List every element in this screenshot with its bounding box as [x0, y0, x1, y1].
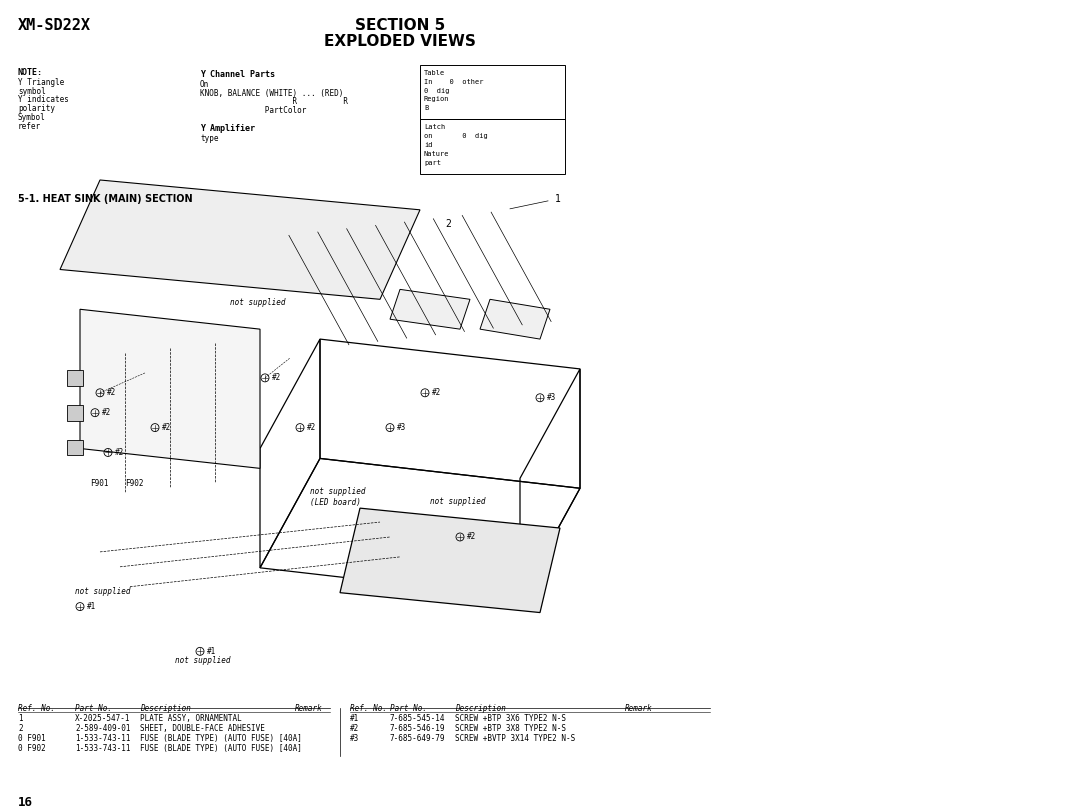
- Text: In    0  other: In 0 other: [424, 79, 484, 84]
- Text: Y Triangle: Y Triangle: [18, 78, 64, 87]
- Text: 0 F901: 0 F901: [18, 734, 45, 743]
- Text: #2: #2: [432, 388, 442, 397]
- Text: Y Channel Parts: Y Channel Parts: [200, 70, 275, 79]
- Text: 1-533-743-11: 1-533-743-11: [75, 734, 131, 743]
- Text: KNOB, BALANCE (WHITE) ... (RED): KNOB, BALANCE (WHITE) ... (RED): [200, 88, 343, 97]
- Text: B: B: [424, 105, 429, 111]
- Text: Symbol: Symbol: [18, 114, 45, 122]
- Text: 1: 1: [555, 194, 561, 204]
- Text: #2: #2: [272, 373, 281, 382]
- Text: part: part: [424, 160, 441, 166]
- Text: Ref. No.: Ref. No.: [18, 704, 55, 713]
- Text: SCREW +BTP 3X6 TYPE2 N-S: SCREW +BTP 3X6 TYPE2 N-S: [455, 714, 566, 723]
- Text: #1: #1: [350, 714, 360, 723]
- Text: Region: Region: [424, 97, 449, 102]
- Text: X-2025-547-1: X-2025-547-1: [75, 714, 131, 723]
- Text: Remark: Remark: [625, 704, 652, 713]
- Text: refer: refer: [18, 122, 41, 131]
- Text: R          R: R R: [200, 97, 348, 106]
- Text: not supplied
(LED board): not supplied (LED board): [310, 487, 365, 507]
- Text: Table: Table: [424, 70, 445, 75]
- Text: Y indicates: Y indicates: [18, 96, 69, 105]
- Text: Part No.: Part No.: [75, 704, 112, 713]
- Text: not supplied: not supplied: [175, 656, 230, 665]
- Text: not supplied: not supplied: [230, 298, 285, 307]
- Text: EXPLODED VIEWS: EXPLODED VIEWS: [324, 34, 476, 49]
- Text: #1: #1: [207, 647, 216, 656]
- Text: 0  dig: 0 dig: [424, 88, 449, 93]
- Text: F901: F901: [90, 479, 108, 488]
- Text: NOTE:: NOTE:: [18, 67, 43, 76]
- Text: Y Amplifier: Y Amplifier: [200, 124, 255, 133]
- Text: 5-1. HEAT SINK (MAIN) SECTION: 5-1. HEAT SINK (MAIN) SECTION: [18, 194, 192, 204]
- Text: 2: 2: [18, 724, 23, 733]
- Text: Nature: Nature: [424, 151, 449, 157]
- Text: FUSE (BLADE TYPE) (AUTO FUSE) [40A]: FUSE (BLADE TYPE) (AUTO FUSE) [40A]: [140, 734, 302, 743]
- Polygon shape: [390, 290, 470, 329]
- Text: 16: 16: [18, 796, 33, 809]
- Text: type: type: [200, 135, 218, 144]
- Text: #1: #1: [87, 602, 96, 611]
- Text: Part No.: Part No.: [390, 704, 427, 713]
- Text: not supplied: not supplied: [75, 586, 131, 596]
- Text: #3: #3: [546, 393, 556, 402]
- Text: #2: #2: [114, 448, 124, 457]
- Text: SCREW +BVTP 3X14 TYPE2 N-S: SCREW +BVTP 3X14 TYPE2 N-S: [455, 734, 576, 743]
- Text: 1: 1: [18, 714, 23, 723]
- Text: Ref. No.: Ref. No.: [350, 704, 387, 713]
- Text: Description: Description: [140, 704, 191, 713]
- Text: 7-685-546-19: 7-685-546-19: [390, 724, 446, 733]
- Bar: [420, 119, 565, 174]
- Text: 0 F902: 0 F902: [18, 744, 45, 753]
- Text: polarity: polarity: [18, 105, 55, 114]
- Text: SHEET, DOUBLE-FACE ADHESIVE: SHEET, DOUBLE-FACE ADHESIVE: [140, 724, 265, 733]
- Text: #2: #2: [350, 724, 360, 733]
- Bar: [67, 440, 83, 456]
- Text: #3: #3: [350, 734, 360, 743]
- Bar: [67, 405, 83, 421]
- Polygon shape: [60, 180, 420, 299]
- Text: XM-SD22X: XM-SD22X: [18, 18, 91, 33]
- Text: PartColor: PartColor: [200, 106, 307, 115]
- Text: Latch: Latch: [424, 124, 445, 131]
- Text: id: id: [424, 142, 432, 148]
- Text: Description: Description: [455, 704, 505, 713]
- Text: on       0  dig: on 0 dig: [424, 133, 488, 139]
- Text: SECTION 5: SECTION 5: [355, 18, 445, 33]
- Text: #2: #2: [467, 533, 476, 542]
- Text: #2: #2: [162, 423, 172, 432]
- Text: 1-533-743-11: 1-533-743-11: [75, 744, 131, 753]
- Text: #2: #2: [102, 408, 111, 417]
- Text: 2-589-409-01: 2-589-409-01: [75, 724, 131, 733]
- Bar: [67, 370, 83, 386]
- Text: F902: F902: [125, 479, 144, 488]
- Text: not supplied: not supplied: [430, 497, 486, 506]
- Text: symbol: symbol: [18, 87, 45, 96]
- Text: PLATE ASSY, ORNAMENTAL: PLATE ASSY, ORNAMENTAL: [140, 714, 242, 723]
- Polygon shape: [80, 309, 260, 469]
- Text: Remark: Remark: [295, 704, 323, 713]
- Text: 7-685-649-79: 7-685-649-79: [390, 734, 446, 743]
- Text: 2: 2: [445, 219, 450, 229]
- Text: #3: #3: [397, 423, 406, 432]
- Text: #2: #2: [307, 423, 316, 432]
- Text: SCREW +BTP 3X8 TYPE2 N-S: SCREW +BTP 3X8 TYPE2 N-S: [455, 724, 566, 733]
- Polygon shape: [480, 299, 550, 339]
- Text: #2: #2: [107, 388, 117, 397]
- Text: 7-685-545-14: 7-685-545-14: [390, 714, 446, 723]
- Bar: [420, 65, 565, 119]
- Text: FUSE (BLADE TYPE) (AUTO FUSE) [40A]: FUSE (BLADE TYPE) (AUTO FUSE) [40A]: [140, 744, 302, 753]
- Text: On: On: [200, 79, 210, 88]
- Polygon shape: [340, 508, 561, 612]
